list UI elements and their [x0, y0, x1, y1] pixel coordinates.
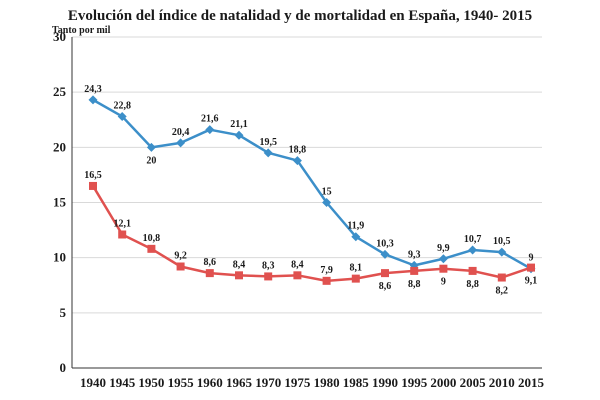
x-tick-label: 2015: [518, 375, 545, 390]
data-point: [176, 138, 186, 148]
data-point: [351, 274, 360, 283]
series-line: [91, 185, 532, 283]
data-point: [381, 269, 389, 278]
data-label: 8,3: [262, 260, 275, 271]
data-label: 10,5: [493, 236, 511, 247]
series: [88, 95, 536, 285]
x-tick-label: 1965: [226, 375, 253, 390]
data-label: 9,9: [437, 243, 450, 254]
y-tick-label: 0: [60, 360, 67, 375]
data-point: [205, 269, 214, 278]
data-point: [88, 95, 98, 105]
data-point: [235, 271, 243, 280]
data-label: 9: [529, 253, 534, 264]
data-labels: 24,3 22,8 20 20,4 21,6 21,1 19,5 18,8 15 11,9 10,3…: [84, 84, 537, 297]
y-tick-label: 30: [53, 29, 66, 44]
x-tick-label: 1950: [138, 375, 164, 390]
data-label: 10,3: [376, 238, 394, 249]
data-point: [438, 254, 448, 264]
data-label: 8,8: [466, 279, 479, 290]
data-point: [439, 264, 448, 273]
data-point: [322, 198, 332, 207]
x-tick-label: 1955: [168, 375, 195, 390]
data-label: 10,8: [143, 233, 161, 244]
data-label: 24,3: [84, 84, 102, 95]
data-point: [263, 148, 273, 158]
data-label: 11,9: [347, 221, 364, 232]
series-2: [89, 181, 535, 285]
data-label: 20,4: [172, 127, 190, 138]
chart-title: Evolución del índice de natalidad y de m…: [68, 8, 532, 24]
data-point: [118, 230, 127, 239]
y-tick-label: 5: [60, 305, 67, 320]
series-1: [88, 95, 536, 274]
data-point: [205, 125, 215, 135]
data-label: 20: [146, 155, 156, 166]
data-label: 8,4: [233, 259, 246, 270]
data-point: [497, 247, 507, 257]
x-tick-label: 1985: [343, 375, 370, 390]
x-tick-label: 1945: [109, 375, 136, 390]
data-point: [146, 142, 156, 152]
data-point: [468, 245, 478, 255]
data-label: 8,6: [204, 257, 217, 268]
data-label: 10,7: [464, 234, 482, 245]
data-point: [264, 272, 273, 281]
data-label: 22,8: [113, 100, 131, 111]
data-label: 16,5: [84, 170, 102, 181]
y-tick-label: 20: [53, 139, 66, 154]
data-point: [292, 156, 302, 166]
x-tick-label: 2005: [460, 375, 487, 390]
x-tick-label: 1995: [401, 375, 428, 390]
data-point: [497, 273, 506, 282]
data-label: 7,9: [320, 265, 333, 276]
data-point: [234, 130, 244, 140]
data-point: [89, 181, 97, 190]
x-tick-label: 1970: [255, 375, 281, 390]
data-label: 8,4: [291, 259, 304, 270]
series-line: [92, 98, 532, 270]
data-label: 19,5: [259, 137, 277, 148]
y-tick-label: 15: [53, 195, 67, 210]
data-point: [468, 266, 477, 275]
x-tick-label: 2000: [430, 375, 456, 390]
data-label: 9: [441, 277, 446, 288]
data-label: 12,1: [113, 218, 131, 229]
axes: 0 5 10 15 20 25 30 1940 1945 1950 1955 1960 1965 1970…: [53, 29, 545, 390]
data-label: 9,1: [525, 276, 538, 287]
data-point: [410, 266, 419, 275]
data-point: [380, 249, 390, 259]
x-tick-label: 1990: [372, 375, 398, 390]
data-point: [351, 232, 361, 242]
data-point: [117, 111, 127, 121]
data-point: [322, 276, 331, 285]
y-tick-label: 25: [53, 84, 67, 99]
grid: [72, 36, 542, 314]
data-point: [176, 262, 185, 271]
data-label: 9,2: [174, 250, 187, 261]
y-axis-label: Tanto por mil: [52, 25, 111, 36]
y-tick-label: 10: [53, 250, 66, 265]
data-label: 18,8: [289, 145, 307, 156]
data-label: 15: [322, 187, 332, 198]
data-label: 9,3: [408, 249, 421, 260]
data-label: 8,2: [496, 286, 509, 297]
data-label: 8,1: [350, 263, 363, 274]
data-point: [293, 271, 302, 280]
data-point: [527, 263, 535, 272]
x-tick-label: 2010: [489, 375, 515, 390]
x-tick-label: 1975: [284, 375, 311, 390]
data-label: 8,6: [379, 281, 392, 292]
data-point: [147, 244, 156, 253]
data-label: 8,8: [408, 279, 421, 290]
x-tick-label: 1940: [80, 375, 106, 390]
x-tick-label: 1960: [197, 375, 223, 390]
x-tick-label: 1980: [314, 375, 340, 390]
data-label: 21,1: [230, 119, 248, 130]
data-label: 21,6: [201, 114, 219, 125]
